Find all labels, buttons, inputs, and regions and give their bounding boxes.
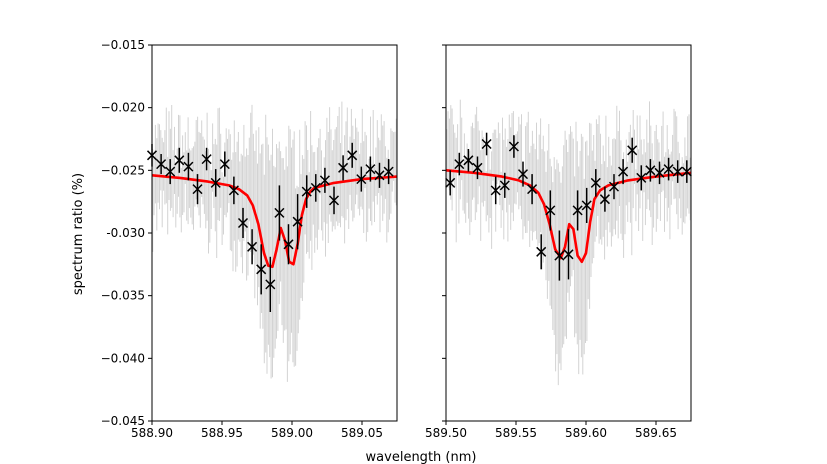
left-data-point: [283, 239, 294, 250]
right-data-point: [472, 162, 483, 173]
left-data-point: [292, 216, 303, 227]
left-data-point: [338, 162, 349, 173]
right-data-point: [590, 177, 601, 188]
right-data-point: [490, 185, 501, 196]
left-data-point: [219, 159, 230, 170]
right-model-line: [445, 169, 692, 264]
left-data-point: [356, 174, 367, 185]
left-x-tick-label: 589.00: [271, 426, 313, 440]
left-binned-points: [146, 142, 394, 312]
left-data-point: [201, 154, 212, 165]
right-data-point: [454, 159, 465, 170]
left-y-tick-label: −0.015: [101, 38, 145, 52]
left-data-point: [319, 175, 330, 186]
left-data-point: [347, 150, 358, 161]
left-y-tick-label: −0.035: [101, 289, 145, 303]
left-data-point: [301, 186, 312, 197]
right-data-point: [563, 249, 574, 260]
left-data-point: [237, 217, 249, 229]
right-raw-data: [446, 99, 691, 386]
left-data-point: [156, 159, 167, 170]
right-data-point: [645, 165, 656, 176]
left-panel: 588.90 588.95 589.00 589.05 −0.045 −0.040 −0.0…: [101, 38, 398, 440]
left-data-point: [310, 182, 321, 193]
right-x-tick-label: 589.55: [495, 426, 537, 440]
left-data-point: [228, 185, 239, 196]
right-data-point: [599, 194, 610, 205]
left-data-point: [174, 155, 185, 166]
left-y-tick-label: −0.040: [101, 351, 145, 365]
left-axes: 588.90 588.95 589.00 589.05 −0.045 −0.040 −0.0…: [101, 38, 398, 440]
left-y-tick-label: −0.025: [101, 163, 145, 177]
left-y-tick-label: −0.020: [101, 101, 145, 115]
left-data-point: [183, 161, 194, 172]
right-data-point: [445, 177, 456, 188]
right-axes: 589.50 589.55 589.60 589.65: [425, 44, 692, 440]
right-x-tick-label: 589.60: [565, 426, 607, 440]
left-x-tick-label: 588.95: [201, 426, 243, 440]
left-data-point: [192, 184, 203, 195]
right-data-point: [581, 200, 592, 211]
left-data-point: [210, 177, 221, 188]
left-data-point: [328, 195, 340, 206]
right-data-point: [481, 138, 492, 150]
left-data-point: [256, 264, 267, 275]
right-data-point: [508, 141, 519, 152]
left-data-point: [274, 207, 285, 218]
right-data-point: [663, 164, 674, 175]
right-data-point: [572, 205, 583, 216]
right-data-point: [463, 155, 474, 166]
right-data-point: [654, 167, 665, 178]
right-data-point: [545, 205, 556, 216]
left-y-tick-label: -0.030: [106, 226, 145, 240]
left-data-point: [374, 170, 385, 181]
right-model: [445, 169, 692, 264]
right-data-point: [554, 250, 565, 261]
right-panel: 589.50 589.55 589.60 589.65: [425, 44, 692, 440]
right-x-tick-label: 589.50: [425, 426, 467, 440]
left-x-tick-label: 589.05: [341, 426, 383, 440]
right-data-point: [608, 181, 620, 192]
left-data-point: [247, 241, 258, 252]
left-data-point: [383, 166, 394, 177]
left-y-tick-label: −0.045: [101, 414, 145, 428]
left-data-point: [265, 279, 276, 290]
right-data-point: [636, 172, 647, 183]
y-axis-label: spectrum ratio (%): [71, 173, 86, 295]
right-data-point: [536, 246, 547, 257]
right-binned-points: [445, 132, 692, 281]
left-x-tick-label: 588.90: [131, 426, 173, 440]
right-data-point: [627, 145, 638, 156]
x-axis-label: wavelength (nm): [366, 450, 477, 464]
right-data-point: [672, 166, 683, 177]
right-data-point: [499, 180, 510, 191]
right-data-point: [618, 166, 629, 177]
right-x-tick-label: 589.65: [635, 426, 677, 440]
right-data-point: [527, 184, 538, 195]
left-data-point: [365, 164, 376, 175]
left-data-point: [165, 166, 176, 177]
right-data-point: [517, 169, 529, 180]
right-data-point: [681, 166, 692, 177]
